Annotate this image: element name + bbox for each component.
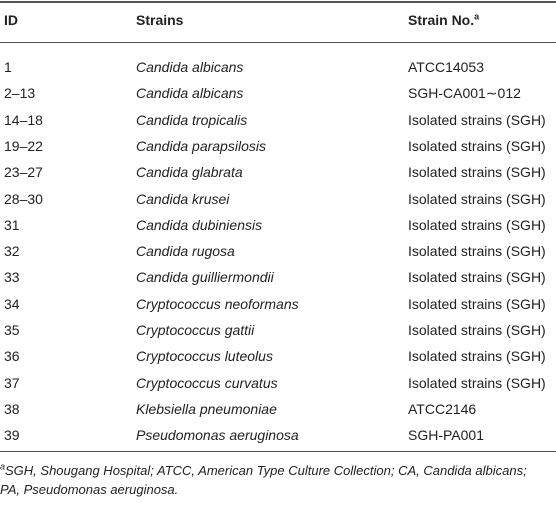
table-cell: Isolated strains (SGH) [408,164,546,181]
table-cell: 2–13 [4,85,36,102]
table-cell: 1 [4,59,12,75]
table-cell: Cryptococcus curvatus [136,374,278,391]
table-cell: Isolated strains (SGH) [408,295,546,312]
header-cell: Strain No.a [408,11,480,28]
table-cell: Candida tropicalis [136,111,248,128]
bottom-rule [0,451,556,452]
table-cell: Isolated strains (SGH) [408,269,546,286]
table-cell: 23–27 [4,164,43,181]
table-cell: 38 [4,400,20,417]
table-cell: 39 [4,427,20,444]
table-cell: 32 [4,243,20,260]
footnote-text: SGH, Shougang Hospital; ATCC, American T… [0,463,527,497]
table-cell: Candida krusei [136,190,230,207]
table-cell: SGH-CA001∼012 [408,85,521,102]
table-cell: 35 [4,322,20,338]
table-cell: Cryptococcus luteolus [136,348,273,365]
table-cell: SGH-PA001 [408,427,484,444]
table-cell: Candida parapsilosis [136,137,266,154]
table-cell: 31 [4,216,20,233]
table-cell: 36 [4,348,20,365]
table-cell: Isolated strains (SGH) [408,243,546,260]
table-cell: 19–22 [4,137,43,154]
table-cell: Isolated strains (SGH) [408,190,546,207]
table-cell: Cryptococcus gattii [136,322,255,338]
table-cell: Candida dubiniensis [136,216,263,233]
table-cell: Candida albicans [136,59,244,75]
header-rule [0,42,556,43]
top-rule [0,1,556,3]
table-cell: Candida guilliermondii [136,269,274,286]
table-cell: Isolated strains (SGH) [408,322,546,338]
table-cell: Isolated strains (SGH) [408,348,546,365]
table-cell: 14–18 [4,111,43,128]
table-cell: Pseudomonas aeruginosa [136,427,299,444]
header-cell: Strains [136,12,184,28]
table-cell: Isolated strains (SGH) [408,137,546,154]
footnote: aSGH, Shougang Hospital; ATCC, American … [0,461,550,499]
table-cell: Candida albicans [136,85,244,102]
table-cell: Candida glabrata [136,164,243,181]
table-cell: 33 [4,269,20,286]
header-cell: ID [4,12,18,28]
table-cell: Candida rugosa [136,243,235,260]
table-cell: Cryptococcus neoformans [136,295,299,312]
header-note-mark: a [474,11,480,22]
table-cell: Isolated strains (SGH) [408,374,546,391]
table-cell: ATCC2146 [408,400,477,417]
table-cell: Klebsiella pneumoniae [136,400,277,417]
table-cell: Isolated strains (SGH) [408,111,546,128]
table-cell: 28–30 [4,190,43,207]
table-cell: 34 [4,295,20,312]
table-cell: Isolated strains (SGH) [408,216,546,233]
footnote-mark: a [0,461,6,472]
table-cell: ATCC14053 [408,59,485,75]
table-cell: 37 [4,374,20,391]
